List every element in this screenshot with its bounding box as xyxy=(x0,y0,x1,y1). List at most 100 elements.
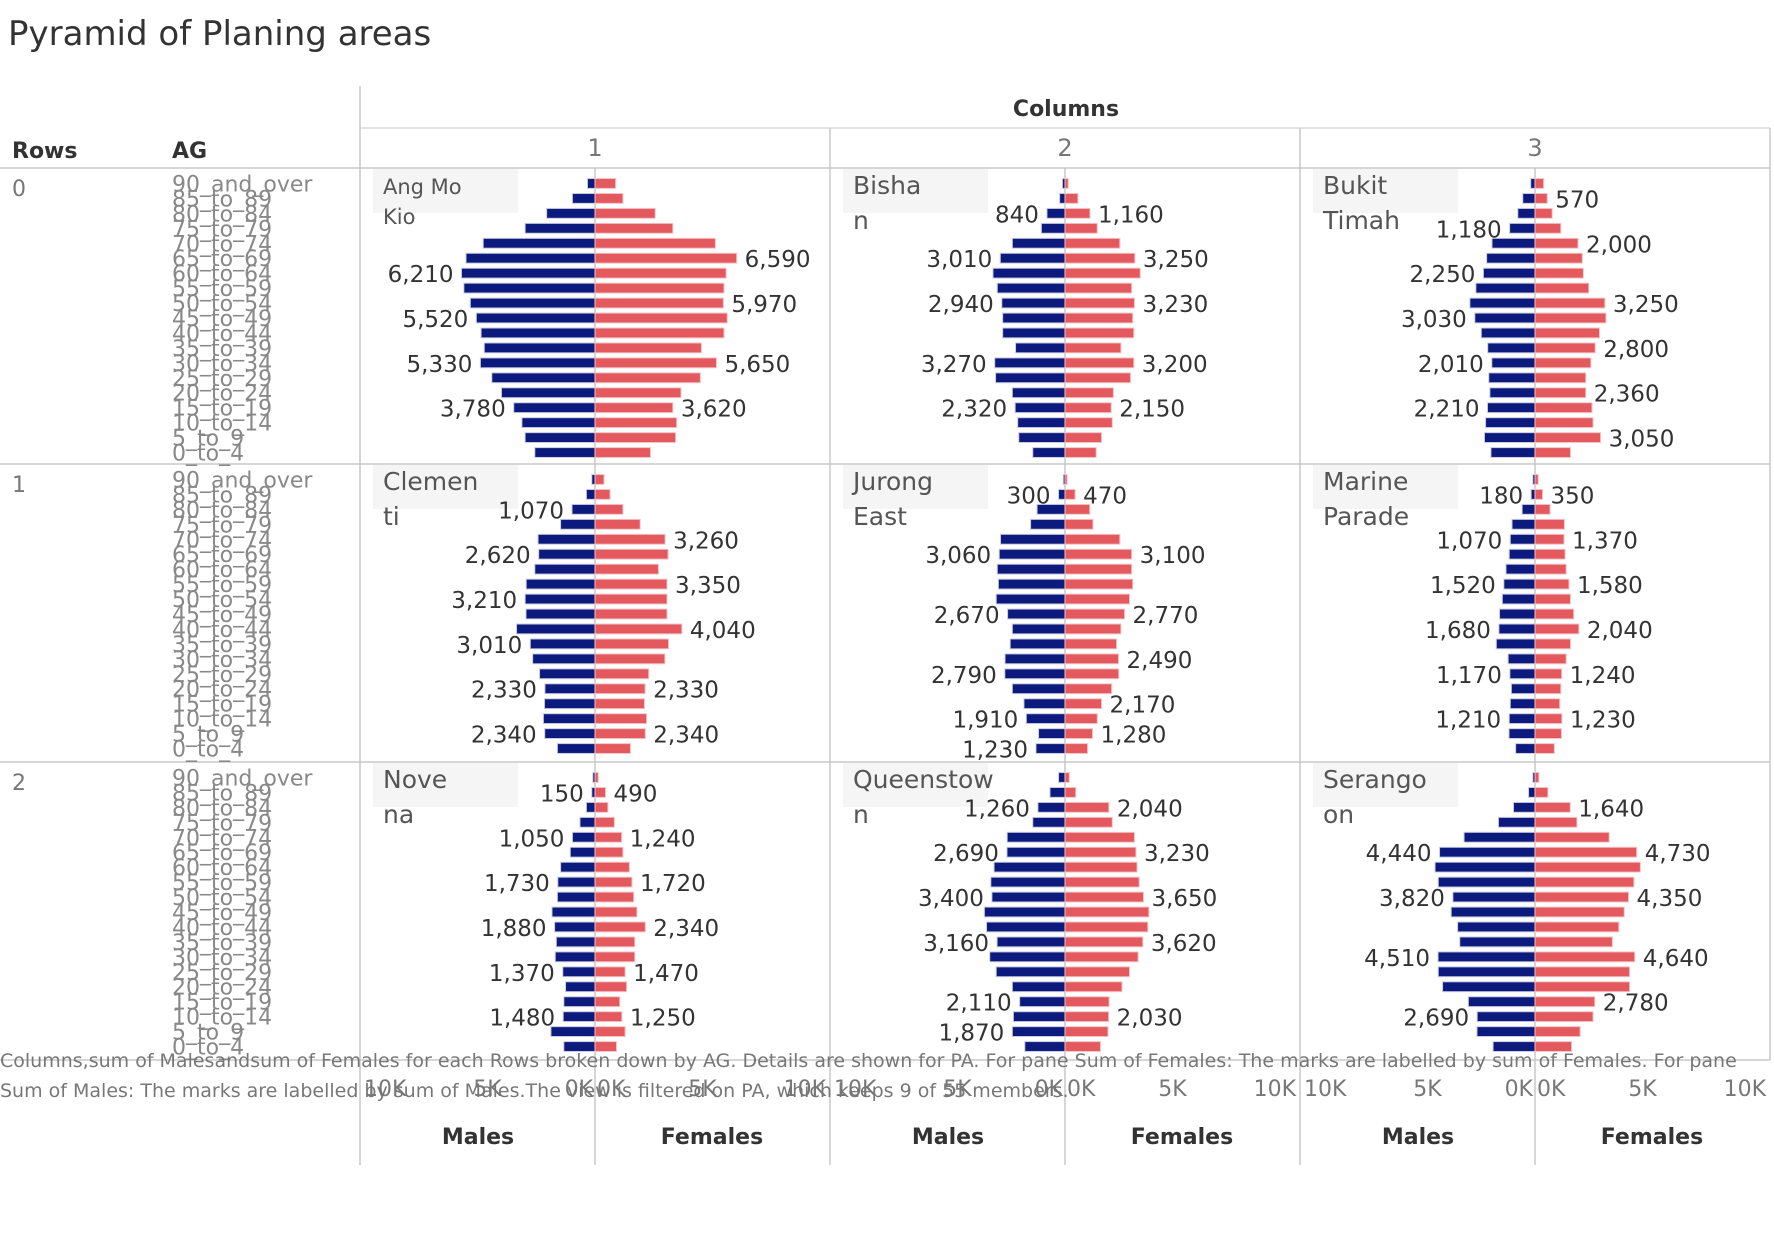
female-value-label: 4,040 xyxy=(690,618,756,644)
female-bar xyxy=(594,357,717,369)
female-bar xyxy=(1064,178,1069,189)
female-bar xyxy=(594,846,624,858)
x-tick-label: 5K xyxy=(473,1077,502,1102)
male-bar xyxy=(1521,503,1536,515)
age-group-label: 10_to_14 xyxy=(172,412,272,437)
row-label: 2 xyxy=(12,771,26,796)
male-bar xyxy=(544,728,596,740)
male-bar xyxy=(983,906,1066,918)
male-value-label: 2,790 xyxy=(931,663,997,689)
female-bar xyxy=(594,713,648,725)
age-group-label: 40_to_44 xyxy=(172,618,272,643)
male-bar xyxy=(555,936,596,948)
male-bar xyxy=(995,966,1066,978)
age-group-label: 80_to_84 xyxy=(172,498,272,523)
male-value-label: 1,070 xyxy=(498,498,564,524)
age-group-label: 35_to_39 xyxy=(172,633,272,658)
male-bar xyxy=(543,698,596,710)
female-bar xyxy=(1064,713,1098,725)
columns-header: Columns xyxy=(1013,97,1119,122)
male-bar xyxy=(1025,713,1066,725)
female-bar xyxy=(1534,698,1561,710)
female-bar xyxy=(1534,996,1596,1008)
male-value-label: 1,910 xyxy=(952,708,1018,734)
males-axis-title: Males xyxy=(912,1125,984,1150)
male-bar xyxy=(1485,417,1536,429)
male-bar xyxy=(1017,417,1066,429)
x-tick-label: 0K xyxy=(1537,1077,1566,1102)
ag-header: AG xyxy=(172,139,207,164)
male-bar xyxy=(551,906,596,918)
female-bar xyxy=(1534,653,1567,665)
male-value-label: 2,940 xyxy=(928,292,994,318)
female-bar xyxy=(594,237,716,249)
age-group-label: 20_to_24 xyxy=(172,976,272,1001)
male-value-label: 2,690 xyxy=(933,841,999,867)
male-bar xyxy=(1011,623,1066,635)
female-value-label: 3,650 xyxy=(1151,886,1217,912)
female-value-label: 4,640 xyxy=(1643,946,1709,972)
male-bar xyxy=(1006,831,1066,843)
pa-label: n xyxy=(853,206,869,235)
male-value-label: 2,250 xyxy=(1410,262,1476,288)
male-bar xyxy=(1509,698,1536,710)
male-bar xyxy=(480,327,596,339)
female-bar xyxy=(1534,936,1613,948)
age-group-label: 15_to_19 xyxy=(172,693,272,718)
age-group-label: 55_to_59 xyxy=(172,277,272,302)
female-bar xyxy=(594,981,628,993)
male-bar xyxy=(1530,488,1536,500)
female-bar xyxy=(594,638,670,650)
male-bar xyxy=(1023,698,1066,710)
pa-label-box xyxy=(1313,465,1458,509)
male-bar xyxy=(1507,653,1536,665)
female-bar xyxy=(1064,402,1112,414)
male-bar xyxy=(1437,951,1536,963)
female-bar xyxy=(1534,312,1607,324)
x-tick-label: 0K xyxy=(1035,1077,1064,1102)
female-bar xyxy=(1064,683,1113,695)
pa-label: Queenstow xyxy=(853,765,994,794)
female-bar xyxy=(594,966,626,978)
male-bar xyxy=(986,921,1066,933)
female-bar xyxy=(1064,816,1113,828)
age-group-label: 90_and_over xyxy=(172,468,313,493)
male-bar xyxy=(1463,831,1536,843)
female-bar xyxy=(1534,267,1584,279)
male-value-label: 150 xyxy=(540,781,584,807)
male-bar xyxy=(996,936,1066,948)
male-bar xyxy=(1522,192,1536,204)
males-axis-title: Males xyxy=(1382,1125,1454,1150)
female-bar xyxy=(594,192,624,204)
female-value-label: 1,240 xyxy=(630,826,696,852)
male-bar xyxy=(1509,222,1536,234)
male-value-label: 1,730 xyxy=(484,871,550,897)
female-bar xyxy=(1064,966,1130,978)
female-bar xyxy=(1064,312,1134,324)
female-value-label: 490 xyxy=(614,781,658,807)
female-bar xyxy=(594,921,646,933)
age-group-label: 45_to_49 xyxy=(172,603,272,628)
male-value-label: 1,070 xyxy=(1436,528,1502,554)
male-bar xyxy=(538,548,596,560)
female-value-label: 1,720 xyxy=(640,871,706,897)
male-bar xyxy=(1491,357,1536,369)
male-bar xyxy=(1037,801,1066,813)
male-bar xyxy=(571,192,596,204)
female-value-label: 2,340 xyxy=(653,723,719,749)
age-group-label: 5_to_9 xyxy=(172,1021,244,1046)
male-value-label: 3,160 xyxy=(923,931,989,957)
female-value-label: 3,260 xyxy=(673,528,739,554)
male-bar xyxy=(1058,488,1066,500)
male-bar xyxy=(542,713,596,725)
female-value-label: 470 xyxy=(1083,483,1127,509)
x-tick-label: 10K xyxy=(1724,1077,1767,1102)
female-bar xyxy=(1534,876,1635,888)
x-tick-label: 0K xyxy=(1067,1077,1096,1102)
male-value-label: 3,820 xyxy=(1379,886,1445,912)
female-value-label: 3,250 xyxy=(1143,247,1209,273)
male-value-label: 3,780 xyxy=(440,397,506,423)
female-bar xyxy=(1534,237,1579,249)
male-value-label: 1,870 xyxy=(938,1021,1004,1047)
male-bar xyxy=(1014,402,1066,414)
